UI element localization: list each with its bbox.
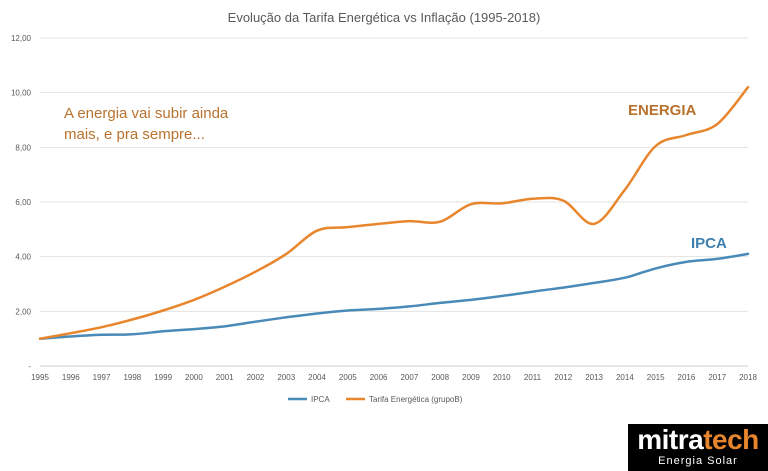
ipca-label: IPCA — [691, 235, 727, 252]
x-tick-label: 2018 — [739, 373, 757, 382]
x-tick-label: 2005 — [339, 373, 357, 382]
x-tick-label: 2008 — [431, 373, 449, 382]
x-tick-label: 2015 — [647, 373, 665, 382]
x-axis-ticks: 1995 1996 1997 1998 1999 2000 2001 2002 2003 2004… — [31, 373, 757, 382]
x-tick-label: 2011 — [524, 373, 542, 382]
x-tick-label: 2001 — [216, 373, 234, 382]
x-tick-label: 1998 — [123, 373, 141, 382]
x-tick-label: 1996 — [62, 373, 80, 382]
legend-label-ipca: IPCA — [311, 395, 330, 404]
x-tick-label: 2004 — [308, 373, 326, 382]
x-tick-label: 2016 — [678, 373, 696, 382]
x-tick-label: 1995 — [31, 373, 49, 382]
legend-label-tarifa: Tarifa Energética (grupoB) — [369, 395, 463, 404]
y-tick-label: 2,00 — [15, 307, 31, 316]
y-tick-label: 8,00 — [15, 143, 31, 152]
x-tick-label: 2006 — [370, 373, 388, 382]
y-tick-label: 6,00 — [15, 198, 31, 207]
x-tick-label: 1997 — [93, 373, 111, 382]
x-tick-label: 2002 — [247, 373, 265, 382]
x-tick-label: 2017 — [708, 373, 726, 382]
annotation-line-2: mais, e pra sempre... — [64, 126, 205, 143]
x-tick-label: 2007 — [400, 373, 418, 382]
x-tick-label: 1999 — [154, 373, 172, 382]
x-tick-label: 2000 — [185, 373, 203, 382]
series-lines — [38, 85, 750, 340]
chart-title: Evolução da Tarifa Energética vs Inflaçã… — [228, 10, 541, 25]
logo-subtitle: Energia Solar — [658, 455, 738, 467]
y-tick-label: - — [28, 362, 31, 371]
logo-brand-orange: tech — [703, 424, 759, 455]
y-axis-ticks: - 2,00 4,00 6,00 8,00 10,00 12,00 — [11, 34, 32, 371]
x-tick-label: 2010 — [493, 373, 511, 382]
y-tick-label: 4,00 — [15, 253, 31, 262]
logo-brand: mitratech — [628, 425, 768, 455]
legend: IPCA Tarifa Energética (grupoB) — [288, 395, 463, 404]
annotation-line-1: A energia vai subir ainda — [64, 105, 229, 122]
y-tick-label: 10,00 — [11, 89, 32, 98]
x-tick-label: 2003 — [277, 373, 295, 382]
logo-brand-white: mitra — [637, 424, 704, 455]
energia-label: ENERGIA — [628, 102, 697, 119]
series-line-ipca — [38, 252, 750, 340]
x-tick-label: 2009 — [462, 373, 480, 382]
x-tick-label: 2014 — [616, 373, 634, 382]
x-tick-label: 2012 — [554, 373, 572, 382]
mitratech-logo: mitratech Energia Solar — [628, 424, 768, 471]
y-tick-label: 12,00 — [11, 34, 32, 43]
series-line-tarifa — [38, 85, 750, 340]
x-tick-label: 2013 — [585, 373, 603, 382]
